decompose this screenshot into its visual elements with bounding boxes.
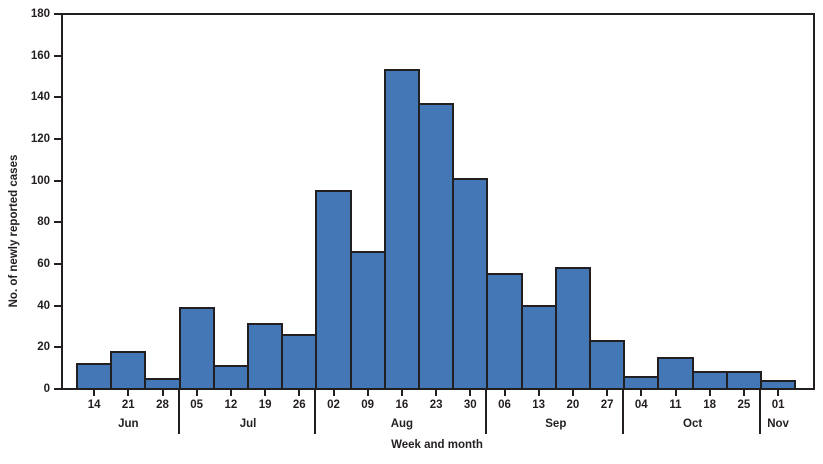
y-tick-mark [54,54,61,57]
bar-jun-28 [144,377,181,390]
y-tick-label: 20 [37,341,50,354]
week-tick-label: 02 [327,399,340,411]
y-tick-mark [54,304,61,307]
week-tick-label: 27 [600,399,614,411]
week-tick-label: 04 [634,399,648,411]
x-tick-mark [366,390,369,396]
x-tick-mark [264,390,267,396]
week-tick-label: 09 [361,399,375,411]
week-tick-label: 01 [771,399,785,411]
x-tick-mark [469,390,472,396]
week-tick-label: 25 [737,399,751,411]
x-tick-mark [674,390,677,396]
x-tick-mark [298,390,301,396]
month-label-oct: Oct [683,418,703,430]
x-tick-mark [229,390,232,396]
month-label-jun: Jun [118,418,139,430]
bar-aug-30 [452,177,489,390]
bar-sep-27 [589,340,626,390]
y-tick-mark [54,96,61,99]
y-tick-label: 100 [30,174,50,187]
week-tick-label: 28 [156,399,169,411]
bar-aug-16 [383,69,420,390]
bar-jul-26 [281,333,318,390]
x-tick-mark [708,390,711,396]
month-divider [622,388,625,434]
bar-aug-23 [418,102,455,390]
bar-jun-21 [110,350,147,390]
month-divider [759,388,761,434]
y-tick-label: 120 [30,133,50,145]
week-tick-label: 19 [258,399,272,411]
y-tick-mark [54,221,61,224]
week-tick-label: 05 [190,399,204,411]
x-tick-mark [537,390,540,396]
bar-aug-09 [349,250,386,390]
y-tick-label: 180 [30,8,50,20]
bar-sep-13 [520,304,557,390]
y-tick-label: 160 [30,49,50,62]
month-divider [314,388,317,434]
y-tick-label: 40 [37,299,50,312]
bar-jul-05 [178,306,215,390]
week-tick-label: 23 [429,399,443,411]
x-tick-mark [742,390,745,396]
bar-oct-04 [623,375,660,390]
y-tick-label: 60 [37,258,50,270]
week-tick-label: 11 [669,399,682,411]
bar-nov-01 [760,379,797,390]
month-label-aug: Aug [390,418,414,430]
y-tick-mark [54,138,61,140]
y-tick-mark [54,179,61,182]
week-tick-label: 14 [87,399,101,411]
y-tick-mark [54,263,61,265]
bar-sep-06 [486,273,523,390]
top-spine [61,13,815,15]
y-tick-mark [54,346,61,349]
bar-jun-14 [76,363,113,390]
month-divider [485,388,488,434]
x-tick-mark [332,390,335,396]
bar-oct-25 [725,371,762,390]
y-tick-label: 140 [30,91,50,104]
bar-jul-12 [212,365,249,390]
x-tick-mark [400,390,403,396]
x-tick-mark [606,390,609,396]
bar-oct-11 [657,356,694,390]
x-tick-mark [161,390,164,396]
y-tick-label: 80 [37,216,50,229]
week-tick-label: 06 [498,399,511,411]
month-divider [177,388,180,434]
week-tick-label: 20 [566,399,580,411]
x-tick-mark [777,390,780,396]
x-axis-title: Week and month [391,439,483,451]
bar-jul-19 [247,323,284,390]
bar-aug-02 [315,190,352,390]
week-tick-label: 16 [395,399,409,411]
month-label-jul: Jul [239,418,257,430]
week-tick-label: 30 [463,399,477,411]
week-tick-label: 13 [532,399,546,411]
x-tick-mark [195,390,198,396]
bar-oct-18 [691,371,728,390]
week-tick-label: 21 [121,399,135,411]
x-tick-mark [93,390,96,396]
x-tick-mark [503,390,506,396]
x-tick-mark [435,390,438,396]
month-label-sep: Sep [545,418,567,430]
week-tick-label: 18 [703,399,717,411]
y-tick-mark [54,388,61,390]
x-tick-mark [571,390,574,396]
x-tick-mark [127,390,130,396]
week-tick-label: 26 [292,399,306,411]
y-axis [61,13,63,390]
bar-sep-20 [554,267,591,390]
y-tick-mark [54,13,61,15]
y-tick-label: 0 [43,383,50,395]
x-tick-mark [640,390,643,396]
right-spine [813,13,815,390]
week-tick-label: 12 [224,399,238,411]
month-label-nov: Nov [767,418,789,430]
